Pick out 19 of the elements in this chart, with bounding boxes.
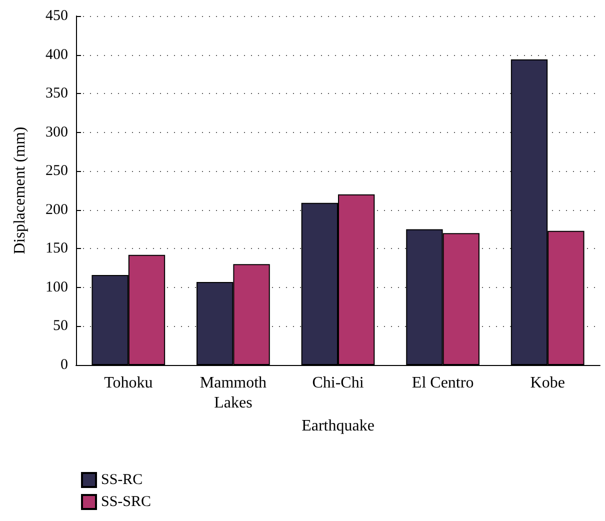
y-tick-label: 150 <box>46 240 68 257</box>
y-tick-label: 250 <box>46 163 68 180</box>
y-tick-label: 0 <box>60 357 68 373</box>
x-tick-label: El Centro <box>412 374 474 392</box>
x-axis-title: Earthquake <box>302 417 374 434</box>
x-tick-label: Mammoth Lakes <box>200 374 267 412</box>
y-tick-label: 450 <box>46 8 68 24</box>
y-tick-label: 350 <box>46 86 68 102</box>
x-tick-label: Kobe <box>530 374 565 392</box>
legend-label: SS-SRC <box>101 494 152 510</box>
y-tick-label: 300 <box>46 124 68 140</box>
y-tick-label: 100 <box>46 279 68 296</box>
y-tick-label: 400 <box>46 46 68 63</box>
x-tick-label: Tohoku <box>104 374 153 392</box>
legend-label: SS-RC <box>101 472 143 488</box>
x-tick-label: Chi-Chi <box>312 374 364 392</box>
y-tick-label: 50 <box>53 318 68 334</box>
y-tick-label: 200 <box>46 202 68 218</box>
y-axis-title: Displacement (mm) <box>12 126 28 254</box>
